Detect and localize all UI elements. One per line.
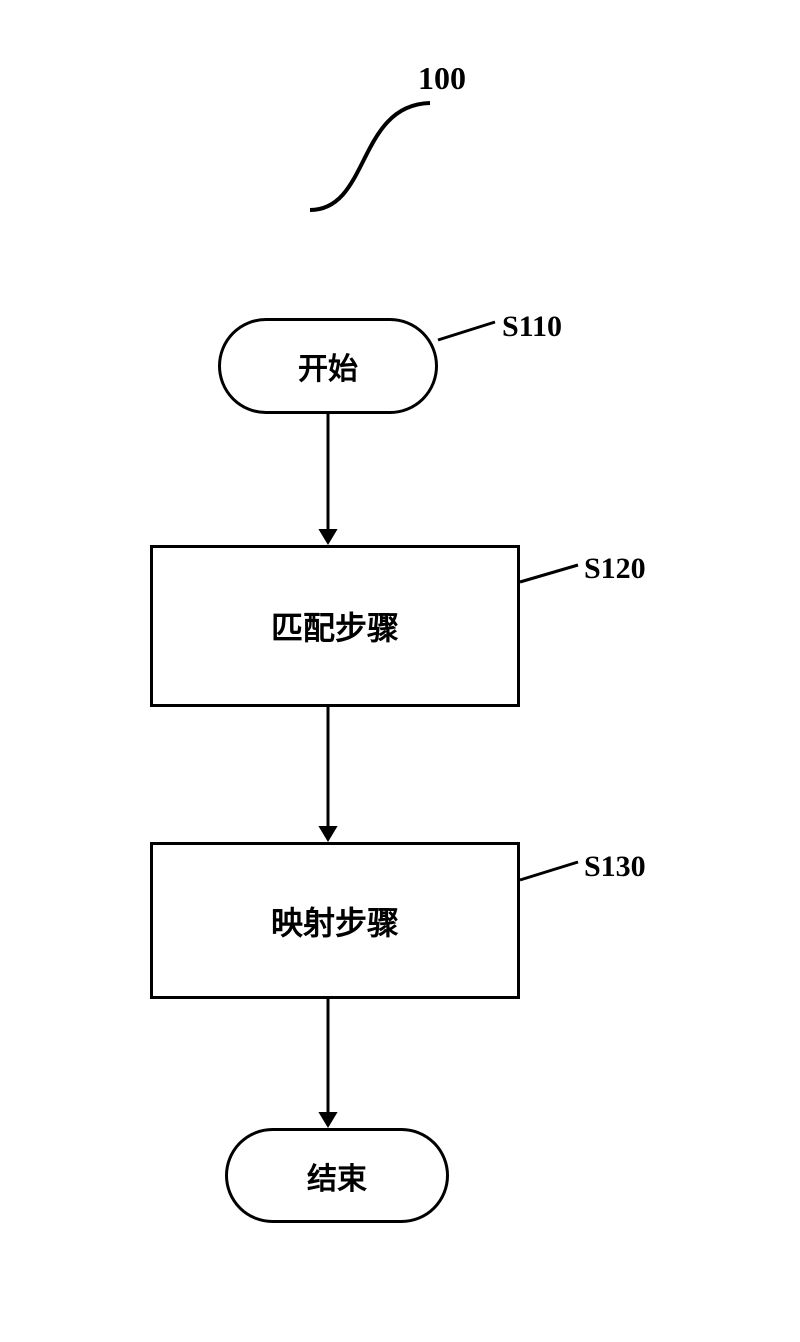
- step-label-s110: S110: [502, 310, 562, 344]
- flowchart-node-match: 匹配步骤: [150, 545, 520, 707]
- diagram-reference-curve: [305, 95, 435, 215]
- flowchart-node-end: 结束: [225, 1128, 449, 1223]
- flowchart-edge-2: [312, 999, 344, 1128]
- node-text: 匹配步骤: [271, 603, 399, 649]
- diagram-reference-label: 100: [418, 60, 466, 97]
- flowchart-edge-0: [312, 414, 344, 545]
- flowchart-node-start: 开始: [218, 318, 438, 414]
- node-text: 映射步骤: [271, 898, 399, 944]
- step-label-s130: S130: [584, 850, 646, 884]
- node-text: 开始: [298, 344, 358, 388]
- leader-line-s110: [436, 320, 497, 342]
- step-label-s120: S120: [584, 552, 646, 586]
- leader-line-s130: [518, 860, 580, 882]
- leader-line-s120: [518, 563, 580, 584]
- flowchart-node-map: 映射步骤: [150, 842, 520, 999]
- node-text: 结束: [307, 1154, 367, 1198]
- flowchart-edge-1: [312, 707, 344, 842]
